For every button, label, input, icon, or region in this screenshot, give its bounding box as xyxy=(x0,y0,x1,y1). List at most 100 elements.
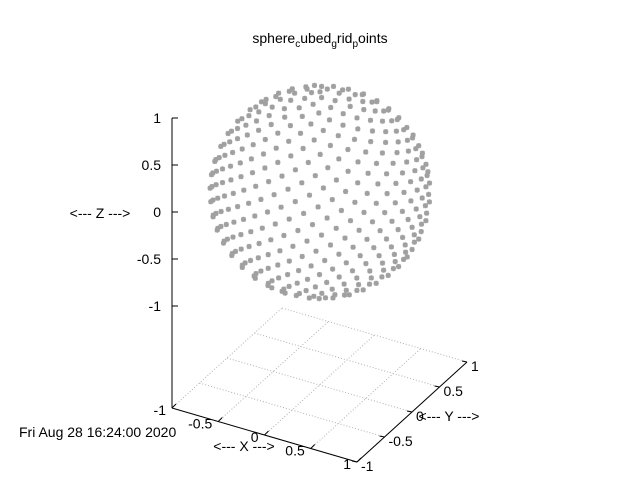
data-point xyxy=(225,130,231,137)
data-point xyxy=(347,218,354,224)
data-point xyxy=(271,192,277,198)
data-point xyxy=(379,260,386,266)
data-point xyxy=(396,115,402,121)
data-point xyxy=(416,143,422,149)
title-part: rid xyxy=(337,30,353,46)
data-point xyxy=(235,204,241,210)
x-tick-label: -1 xyxy=(154,402,167,418)
data-point xyxy=(336,274,342,280)
data-point xyxy=(304,276,311,282)
data-point xyxy=(275,130,281,136)
data-point xyxy=(250,142,256,148)
data-point xyxy=(404,254,410,260)
x-tick-label: -0.5 xyxy=(188,416,212,432)
data-point xyxy=(345,146,351,153)
data-point xyxy=(301,210,307,216)
data-point xyxy=(410,132,416,138)
data-point xyxy=(277,248,283,254)
data-point xyxy=(392,259,398,265)
data-point xyxy=(230,234,236,240)
data-point xyxy=(269,278,275,284)
data-point xyxy=(333,225,339,231)
data-point xyxy=(320,185,326,191)
sphere-points xyxy=(207,82,433,302)
data-point xyxy=(332,292,338,298)
data-point xyxy=(409,246,415,253)
data-point xyxy=(213,168,220,174)
y-tick-mark xyxy=(379,435,385,438)
data-point xyxy=(365,170,371,176)
data-point xyxy=(379,118,386,124)
x-tick-mark xyxy=(217,417,223,422)
data-point xyxy=(374,98,380,104)
data-point xyxy=(424,210,430,216)
data-point xyxy=(364,236,370,242)
data-point xyxy=(219,166,226,172)
data-point xyxy=(272,221,278,227)
data-point xyxy=(297,130,304,136)
data-point xyxy=(355,180,361,186)
data-point xyxy=(239,264,245,270)
data-point xyxy=(408,179,414,185)
data-point xyxy=(287,122,293,129)
data-point xyxy=(336,90,342,96)
x-tick-mark xyxy=(264,430,269,436)
data-point xyxy=(375,181,381,187)
data-point xyxy=(230,190,236,196)
data-point xyxy=(286,138,292,144)
data-point xyxy=(345,168,351,174)
data-point xyxy=(346,292,352,298)
data-point xyxy=(290,243,296,249)
data-point xyxy=(409,224,415,230)
title-part: c xyxy=(295,39,300,50)
data-point xyxy=(224,236,230,242)
data-point xyxy=(417,214,423,220)
data-point xyxy=(391,251,397,257)
data-point xyxy=(266,179,272,185)
data-point xyxy=(399,208,405,214)
data-point xyxy=(332,97,338,104)
x-axis-label: <--- X ---> xyxy=(213,438,274,454)
data-point xyxy=(416,236,422,242)
data-point xyxy=(208,199,214,205)
data-point xyxy=(212,158,218,164)
data-point xyxy=(324,279,330,285)
data-point xyxy=(418,176,424,182)
data-point xyxy=(275,159,281,165)
data-point xyxy=(384,171,390,177)
data-point xyxy=(299,180,305,186)
data-point xyxy=(384,191,390,197)
data-point xyxy=(277,96,283,102)
data-point xyxy=(238,232,244,238)
data-point xyxy=(225,206,231,212)
data-point xyxy=(369,128,376,134)
data-point xyxy=(383,139,389,145)
data-point xyxy=(253,183,259,189)
data-point xyxy=(328,104,334,111)
data-point xyxy=(389,218,395,224)
data-point xyxy=(268,237,274,243)
data-point xyxy=(426,191,432,197)
data-point xyxy=(360,287,366,293)
data-point xyxy=(265,252,271,258)
title-part: ubed xyxy=(300,30,331,46)
data-point xyxy=(276,90,282,96)
data-point xyxy=(354,115,360,121)
data-point xyxy=(401,256,407,262)
data-point xyxy=(383,236,390,242)
data-point xyxy=(414,157,420,163)
data-point xyxy=(228,128,235,134)
x-tick-label: 0 xyxy=(251,429,259,445)
y-tick-label: -0.5 xyxy=(389,433,413,449)
data-point xyxy=(303,84,309,90)
title-part: sphere xyxy=(252,30,295,46)
data-point xyxy=(340,111,346,117)
y-tick-mark xyxy=(406,410,413,413)
data-point xyxy=(282,114,288,120)
data-point xyxy=(347,103,353,110)
data-point xyxy=(293,292,299,299)
data-point xyxy=(242,260,248,266)
data-point xyxy=(390,266,396,272)
data-point xyxy=(303,288,309,294)
data-point xyxy=(308,89,315,96)
